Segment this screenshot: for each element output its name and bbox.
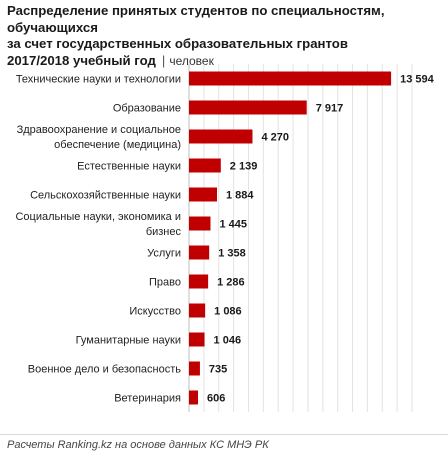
bar <box>189 100 307 115</box>
category-label: Технические науки и технологии <box>16 74 181 86</box>
value-label: 2 139 <box>230 161 258 173</box>
bar <box>189 274 209 289</box>
bar-chart: 13 594 Технические науки и технологии 7 91… <box>15 64 435 412</box>
category-label: Искусство <box>129 306 181 318</box>
category-label: Гуманитарные науки <box>76 335 181 347</box>
bar <box>189 187 218 202</box>
chart-title-line-3: 2017/2018 учебный год | человек <box>7 53 443 70</box>
chart-title-line-1: Распределение принятых студентов по спец… <box>7 3 385 35</box>
category-label: Сельскохозяйственные науки <box>30 190 181 202</box>
category-label: Услуги <box>147 248 181 260</box>
category-label: обеспечение (медицина) <box>54 139 181 151</box>
period-label: 2017/2018 учебный год <box>7 52 156 68</box>
value-label: 7 917 <box>316 103 344 115</box>
category-label: Образование <box>113 103 181 115</box>
bar <box>189 245 210 260</box>
value-label: 1 884 <box>226 190 254 202</box>
source-note: Расчеты Ranking.kz на основе данных КС М… <box>7 439 269 451</box>
source-divider <box>0 434 448 435</box>
chart-title: Распределение принятых студентов по спец… <box>7 3 443 69</box>
category-label: Военное дело и безопасность <box>28 364 181 376</box>
title-separator: | <box>161 52 166 68</box>
bar <box>189 129 253 144</box>
bar <box>189 332 205 347</box>
category-label: бизнес <box>146 226 182 238</box>
category-label: Социальные науки, экономика и <box>15 211 181 223</box>
value-label: 1 086 <box>214 306 242 318</box>
category-label: Ветеринария <box>114 393 181 405</box>
value-label: 735 <box>209 364 227 376</box>
chart-title-line-2: за счет государственных образовательных … <box>7 36 348 51</box>
bar <box>189 71 392 86</box>
bar <box>189 390 199 405</box>
value-label: 13 594 <box>400 74 435 86</box>
value-label: 1 358 <box>218 248 246 260</box>
value-label: 4 270 <box>261 132 289 144</box>
category-label: Здравоохранение и социальное <box>17 124 181 136</box>
bar <box>189 361 200 376</box>
bar <box>189 216 211 231</box>
category-label: Право <box>149 277 181 289</box>
unit-label: человек <box>169 53 214 68</box>
value-label: 606 <box>207 393 225 405</box>
bar <box>189 158 221 173</box>
bar <box>189 303 206 318</box>
value-label: 1 046 <box>214 335 242 347</box>
value-label: 1 286 <box>217 277 245 289</box>
category-label: Естественные науки <box>77 161 181 173</box>
value-label: 1 445 <box>219 219 247 231</box>
